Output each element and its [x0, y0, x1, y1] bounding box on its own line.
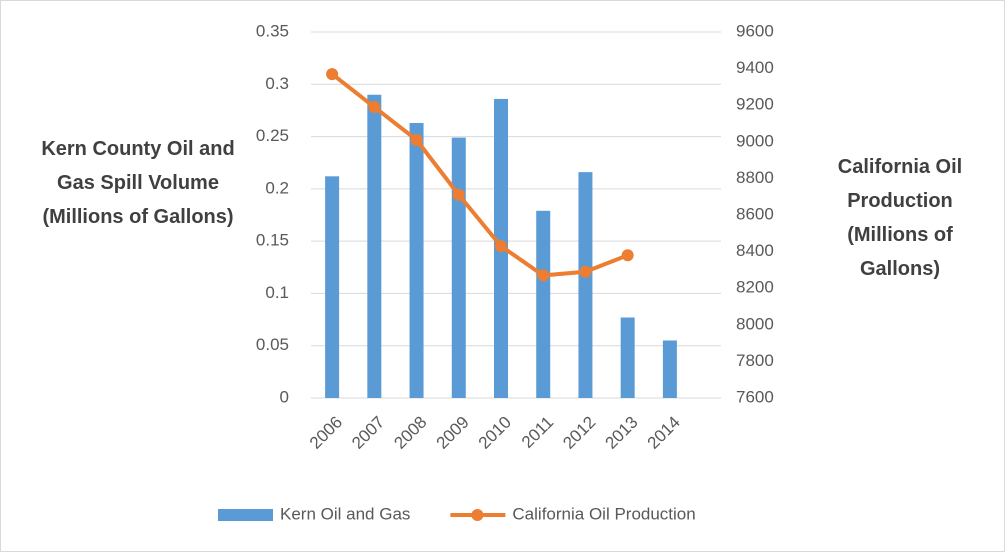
y2-tick-label: 7800: [736, 351, 774, 370]
y2-tick-label: 8000: [736, 314, 774, 333]
y2-tick-label: 8400: [736, 241, 774, 260]
y2-tick-label: 9600: [736, 21, 774, 40]
line-marker: [326, 68, 339, 81]
line: [330, 72, 629, 278]
y2-tick-label: 8200: [736, 278, 774, 297]
y-tick-label: 0.2: [265, 178, 289, 197]
y-tick-label: 0: [280, 387, 289, 406]
y-tick-label: 0.25: [256, 126, 289, 145]
line-marker: [495, 240, 507, 253]
legend-label: Kern Oil and Gas: [280, 504, 410, 523]
line-marker: [368, 101, 381, 114]
bar: [367, 94, 382, 398]
y2-tick-label: 9400: [736, 58, 774, 77]
bar: [662, 340, 677, 398]
line-marker: [410, 133, 423, 146]
legend-swatch: [218, 509, 273, 521]
y2-tick-label: 7600: [736, 387, 774, 406]
y2-tick-label: 9000: [736, 131, 774, 150]
y-tick-label: 0.05: [256, 335, 289, 354]
bar: [536, 210, 551, 398]
y-tick-label: 0.35: [256, 21, 289, 40]
legend-label: California Oil Production: [512, 504, 695, 523]
line-marker: [537, 269, 550, 282]
bar: [409, 122, 424, 398]
bar: [451, 137, 466, 399]
line-marker: [452, 188, 465, 201]
y-tick-label: 0.1: [265, 283, 289, 302]
y2-tick-label: 8600: [736, 204, 774, 223]
bar: [325, 176, 340, 398]
y2-tick-label: 8800: [736, 168, 774, 187]
y2-tick-label: 9200: [736, 95, 774, 114]
line-marker: [621, 249, 634, 262]
y-tick-label: 0.15: [256, 231, 289, 250]
bar: [578, 172, 593, 398]
y2-axis-title: California Oil Production (Millions of G…: [837, 156, 963, 280]
bar: [620, 317, 635, 398]
y-tick-label: 0.3: [265, 74, 289, 93]
legend-marker: [471, 509, 484, 521]
y-axis-title: Kern County Oil and Gas Spill Volume (Mi…: [41, 138, 235, 228]
line-marker: [579, 265, 592, 278]
